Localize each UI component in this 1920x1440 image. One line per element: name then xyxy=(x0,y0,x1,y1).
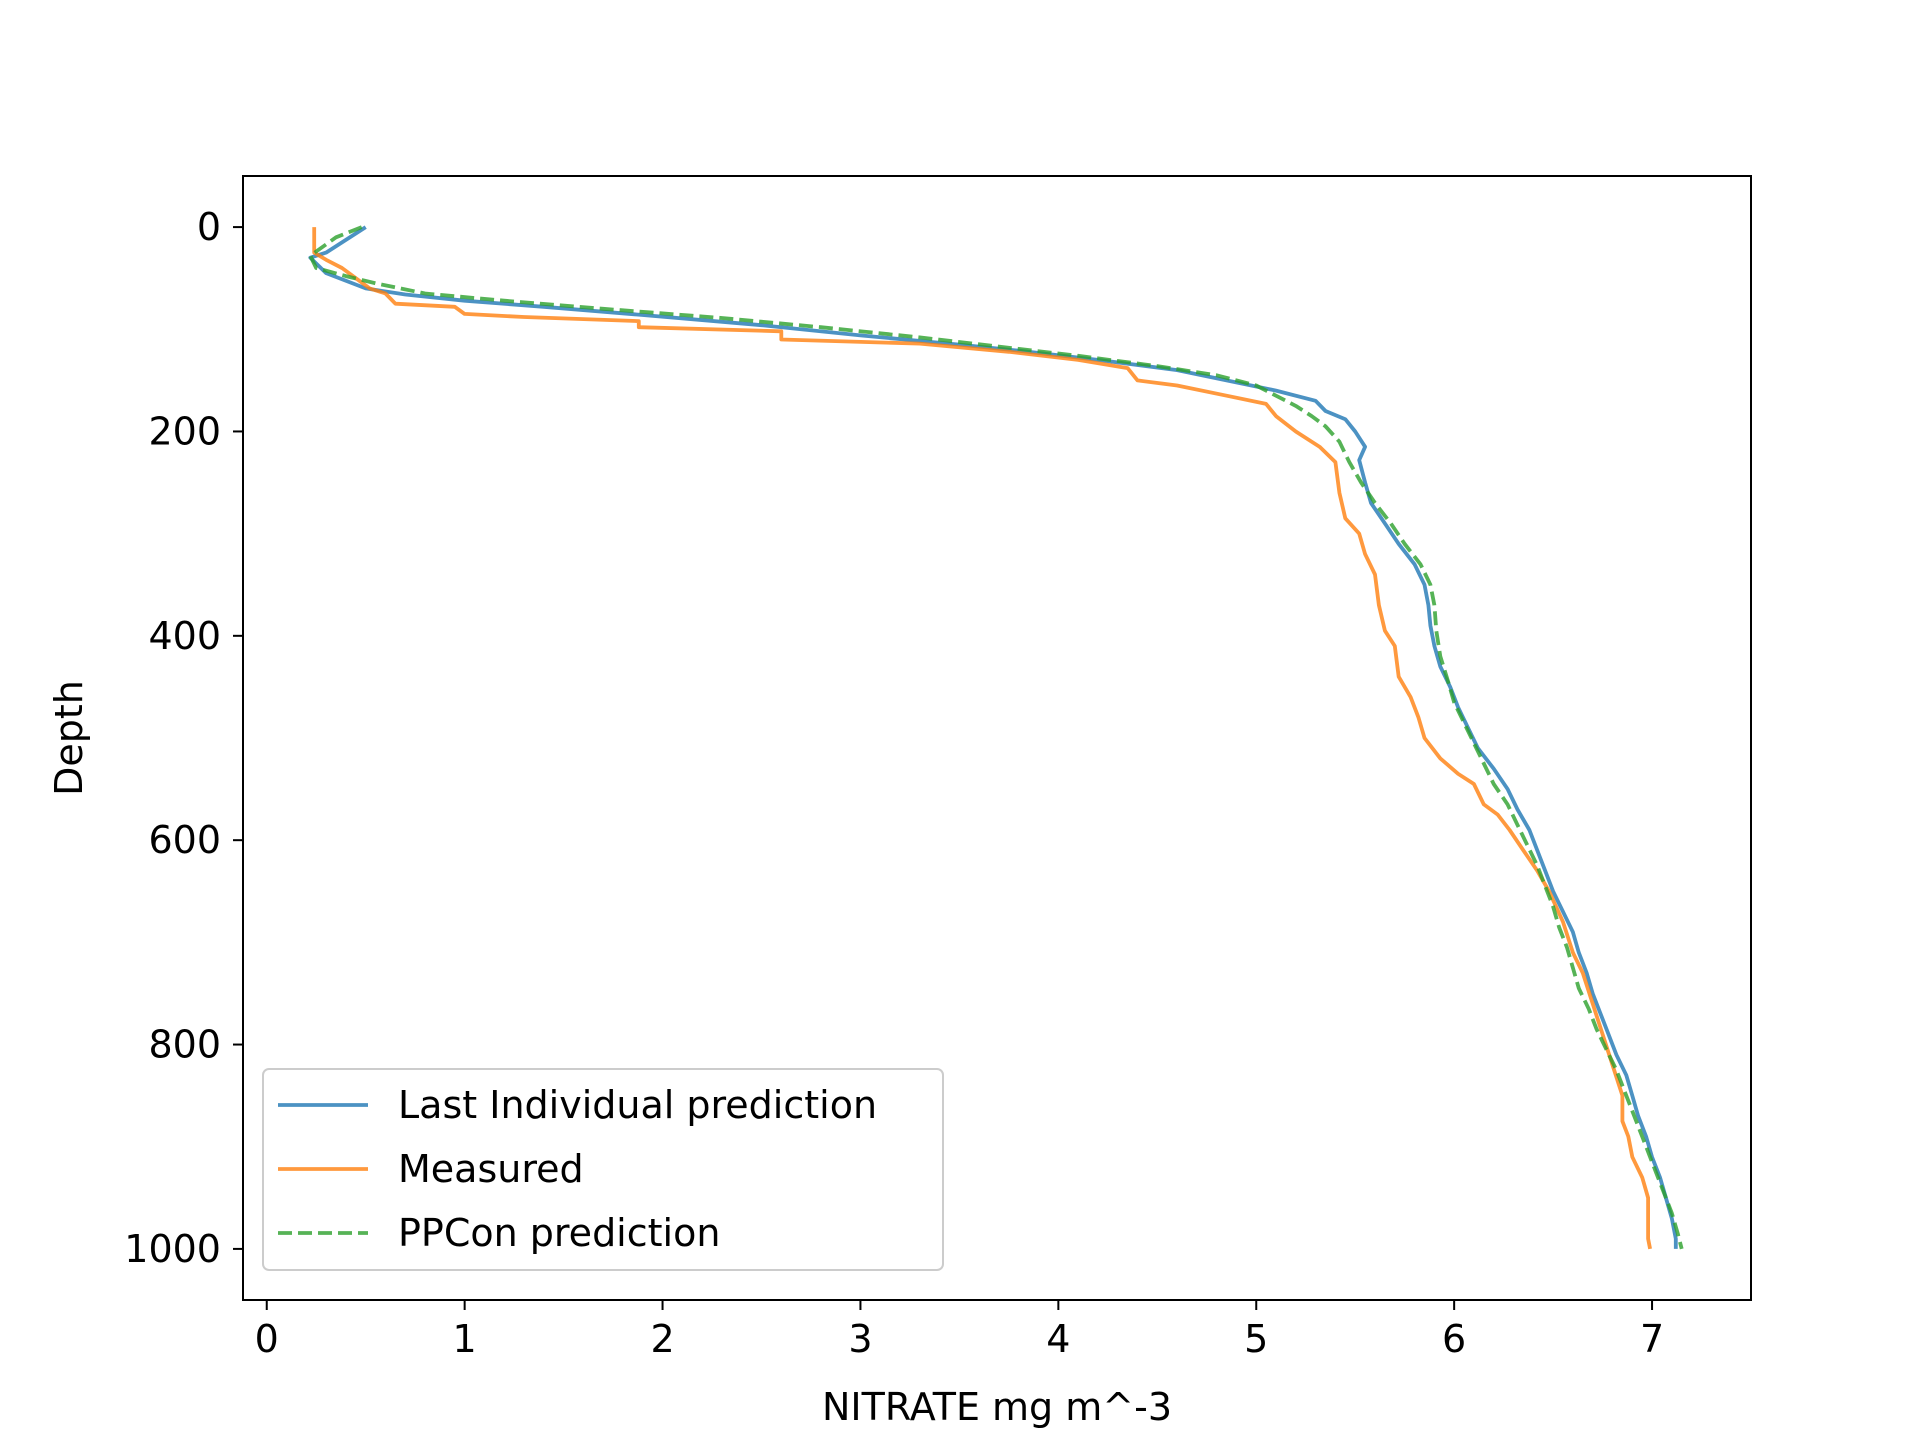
legend-label: PPCon prediction xyxy=(398,1211,720,1255)
y-tick-label: 600 xyxy=(148,818,221,862)
y-tick-label: 200 xyxy=(148,409,221,453)
x-tick-label: 6 xyxy=(1442,1317,1466,1361)
legend-label: Last Individual prediction xyxy=(398,1083,877,1127)
y-tick-label: 0 xyxy=(197,205,221,249)
x-tick-label: 7 xyxy=(1640,1317,1664,1361)
legend-label: Measured xyxy=(398,1147,584,1191)
x-axis-label: NITRATE mg m^-3 xyxy=(822,1385,1172,1429)
plot-area xyxy=(242,175,1752,1301)
x-tick-label: 0 xyxy=(255,1317,279,1361)
x-tick-label: 3 xyxy=(848,1317,872,1361)
y-tick-label: 400 xyxy=(148,614,221,658)
legend: Last Individual prediction Measured PPCon … xyxy=(262,1068,944,1271)
x-axis-ticks: 0 1 2 3 4 5 6 7 xyxy=(255,1300,1664,1361)
x-tick-label: 1 xyxy=(453,1317,477,1361)
x-tick-label: 5 xyxy=(1244,1317,1268,1361)
x-tick-label: 2 xyxy=(650,1317,674,1361)
y-tick-label: 800 xyxy=(148,1023,221,1067)
series-line-ppcon-prediction xyxy=(308,225,1684,1250)
series-line-last-individual-prediction xyxy=(308,225,1678,1249)
y-tick-label: 1000 xyxy=(124,1227,221,1271)
series-line-measured xyxy=(312,227,1652,1250)
x-tick-label: 4 xyxy=(1046,1317,1070,1361)
axes-frame xyxy=(242,175,1752,1301)
series-lines xyxy=(308,225,1684,1250)
legend-box xyxy=(262,1068,944,1271)
y-axis-ticks: 0 200 400 600 800 1000 xyxy=(124,205,243,1271)
y-axis-label: Depth xyxy=(47,680,91,796)
